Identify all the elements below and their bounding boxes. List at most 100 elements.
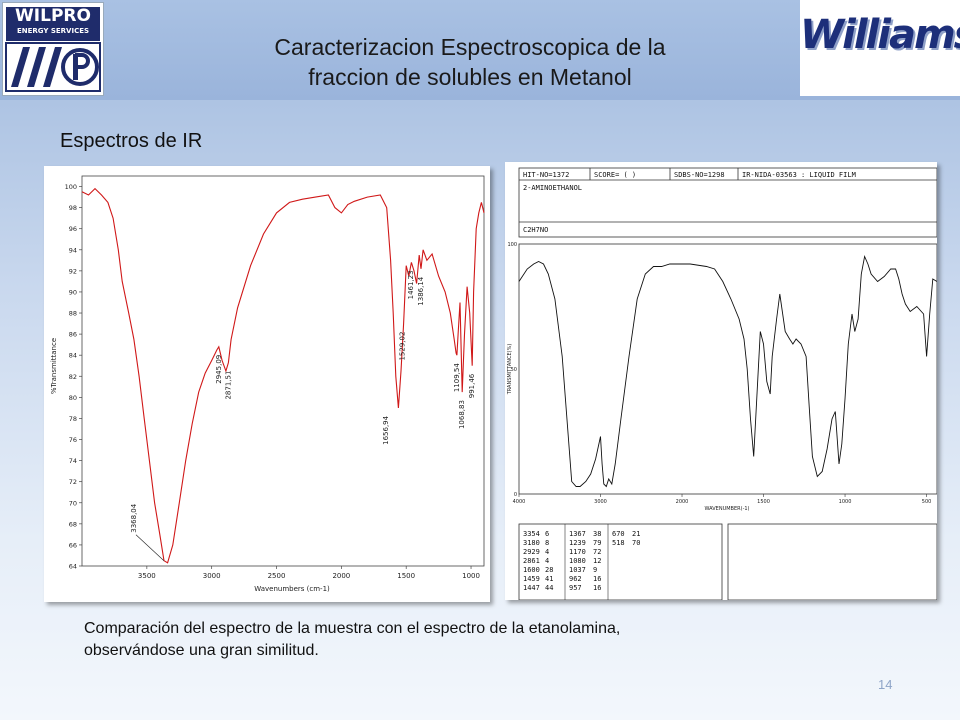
sample-y-tick-label: 76 bbox=[69, 436, 77, 444]
peak-table-cell: 1080 bbox=[569, 557, 586, 565]
reference-spectrum-panel: HIT-NO=1372 SCORE= ( ) SDBS-NO=1298 IR-N… bbox=[505, 162, 938, 601]
sample-y-tick-label: 84 bbox=[69, 352, 77, 360]
peak-table-cell: 3180 bbox=[523, 539, 540, 547]
sample-y-tick-label: 72 bbox=[69, 478, 77, 486]
peak-table-cell: 1367 bbox=[569, 530, 586, 538]
sample-y-tick-label: 96 bbox=[69, 225, 77, 233]
sample-y-tick-label: 68 bbox=[69, 520, 77, 528]
caption-line2: observándose una gran similitud. bbox=[84, 642, 319, 659]
peak-table-cell: 41 bbox=[545, 575, 553, 583]
peak-table-cell: 44 bbox=[545, 584, 553, 592]
peak-table-cell: 9 bbox=[593, 566, 597, 574]
peak-table-cell: 12 bbox=[593, 557, 601, 565]
compound-name: 2-AMINOETHANOL bbox=[523, 184, 582, 192]
peak-table-cell: 1600 bbox=[523, 566, 540, 574]
reference-x-tick-label: 3000 bbox=[594, 499, 607, 505]
peak-annotation: 991,46 bbox=[468, 373, 476, 398]
sample-y-tick-label: 64 bbox=[69, 563, 77, 571]
annotation-leader bbox=[135, 534, 165, 561]
sample-x-tick-label: 3000 bbox=[203, 572, 221, 580]
wilpro-brand: WILPRO bbox=[15, 6, 91, 26]
peak-table: 3354 6 1367 38 670 21 3180 8 1239 79 518 70 2929 4 117… bbox=[518, 523, 938, 601]
reference-x-tick-label: 500 bbox=[922, 499, 932, 505]
peak-table-cell: 962 bbox=[569, 575, 582, 583]
sample-y-tick-label: 70 bbox=[69, 499, 77, 507]
sample-x-tick-label: 1000 bbox=[462, 572, 480, 580]
caption-line1: Comparación del espectro de la muestra c… bbox=[84, 620, 621, 637]
reference-x-axis-label: WAVENUMBER(-1) bbox=[704, 506, 749, 512]
reference-y-tick-label: 100 bbox=[507, 242, 517, 248]
caption: Comparación del espectro de la muestra c… bbox=[84, 618, 886, 662]
peak-annotation: 1109,54 bbox=[453, 363, 461, 392]
sample-chart-ticks: 100 98 96 94 92 90 88 86 84 82 80 78 76 74 72 70 68 66 64 3… bbox=[65, 183, 480, 580]
sample-y-tick-label: 86 bbox=[69, 331, 77, 339]
peak-table-cell: 8 bbox=[545, 539, 549, 547]
reference-x-tick-label: 1500 bbox=[757, 499, 770, 505]
wilpro-tagline: ENERGY SERVICES bbox=[16, 27, 90, 35]
sample-x-tick-label: 2500 bbox=[268, 572, 286, 580]
reference-header-box: HIT-NO=1372 SCORE= ( ) SDBS-NO=1298 IR-N… bbox=[518, 167, 938, 238]
peak-table-cell: 1239 bbox=[569, 539, 586, 547]
peak-table-cell: 518 bbox=[612, 539, 625, 547]
ir-nida: IR-NIDA-03563 : LIQUID FILM bbox=[742, 171, 856, 179]
reference-x-tick-label: 2000 bbox=[676, 499, 689, 505]
sample-chart-series bbox=[81, 187, 485, 564]
score: SCORE= ( ) bbox=[594, 171, 636, 179]
reference-plot-frame bbox=[518, 243, 938, 495]
sample-y-tick-label: 92 bbox=[69, 267, 77, 275]
peak-annotation: 2945,09 bbox=[215, 355, 223, 384]
sample-y-tick-label: 74 bbox=[69, 457, 77, 465]
reference-ir-spectrum-chart: HIT-NO=1372 SCORE= ( ) SDBS-NO=1298 IR-N… bbox=[507, 167, 938, 601]
peak-table-cell: 72 bbox=[593, 548, 601, 556]
peak-annotation: 1386,14 bbox=[417, 276, 425, 305]
hit-no: HIT-NO=1372 bbox=[523, 171, 569, 179]
sample-ir-spectrum-chart: 100 98 96 94 92 90 88 86 84 82 80 78 76 74 72 70 68 66 64 3… bbox=[50, 175, 485, 593]
reference-chart-series bbox=[518, 254, 938, 488]
sample-y-tick-label: 90 bbox=[69, 288, 77, 296]
peak-table-cell: 957 bbox=[569, 584, 582, 592]
peak-table-cell: 4 bbox=[545, 548, 549, 556]
peak-table-cell: 16 bbox=[593, 584, 601, 592]
sample-x-tick-label: 1500 bbox=[397, 572, 415, 580]
peak-table-cell: 2929 bbox=[523, 548, 540, 556]
sample-y-tick-label: 80 bbox=[69, 394, 77, 402]
sample-plot-frame bbox=[81, 175, 485, 567]
sample-x-tick-label: 2000 bbox=[332, 572, 350, 580]
peak-annotation: 1656,94 bbox=[382, 415, 390, 444]
peak-table-cell: 1459 bbox=[523, 575, 540, 583]
sample-y-tick-label: 66 bbox=[69, 541, 77, 549]
peak-annotation: 1529,02 bbox=[398, 332, 406, 361]
sample-y-tick-label: 82 bbox=[69, 373, 77, 381]
reference-y-tick-label: 50 bbox=[511, 367, 517, 373]
page-number: 14 bbox=[878, 677, 893, 692]
peak-table-cell: 38 bbox=[593, 530, 601, 538]
reference-y-tick-label: 0 bbox=[514, 492, 517, 498]
sample-y-tick-label: 100 bbox=[65, 183, 77, 191]
peak-table-cell: 70 bbox=[632, 539, 640, 547]
sample-chart-axes bbox=[81, 175, 485, 567]
peak-annotation: 1461,23 bbox=[407, 270, 415, 299]
sample-y-tick-label: 98 bbox=[69, 204, 77, 212]
reference-series-line bbox=[518, 254, 938, 488]
sample-y-tick-label: 78 bbox=[69, 415, 77, 423]
sample-y-tick-label: 94 bbox=[69, 246, 77, 254]
peak-table-cell: 1447 bbox=[523, 584, 540, 592]
peak-table-cell: 6 bbox=[545, 530, 549, 538]
wilpro-logo-banner: WILPRO ENERGY SERVICES bbox=[6, 7, 100, 41]
peak-annotation: 2871,51 bbox=[224, 371, 232, 400]
peak-table-cell: 1037 bbox=[569, 566, 586, 574]
sample-y-tick-label: 88 bbox=[69, 310, 77, 318]
reference-x-tick-label: 4000 bbox=[513, 499, 526, 505]
peak-table-cell: 3354 bbox=[523, 530, 540, 538]
williams-logo: Williams. bbox=[800, 0, 960, 96]
peak-table-cell: 670 bbox=[612, 530, 625, 538]
peak-table-cell: 21 bbox=[632, 530, 640, 538]
peak-table-cell: 2861 bbox=[523, 557, 540, 565]
williams-wordmark: Williams. bbox=[800, 12, 960, 58]
peak-annotation: 1068,83 bbox=[458, 400, 466, 429]
sample-x-axis-label: Wavenumbers (cm-1) bbox=[254, 585, 330, 593]
peak-table-cell: 4 bbox=[545, 557, 549, 565]
sample-series-line bbox=[81, 187, 485, 564]
reference-x-tick-label: 1000 bbox=[839, 499, 852, 505]
